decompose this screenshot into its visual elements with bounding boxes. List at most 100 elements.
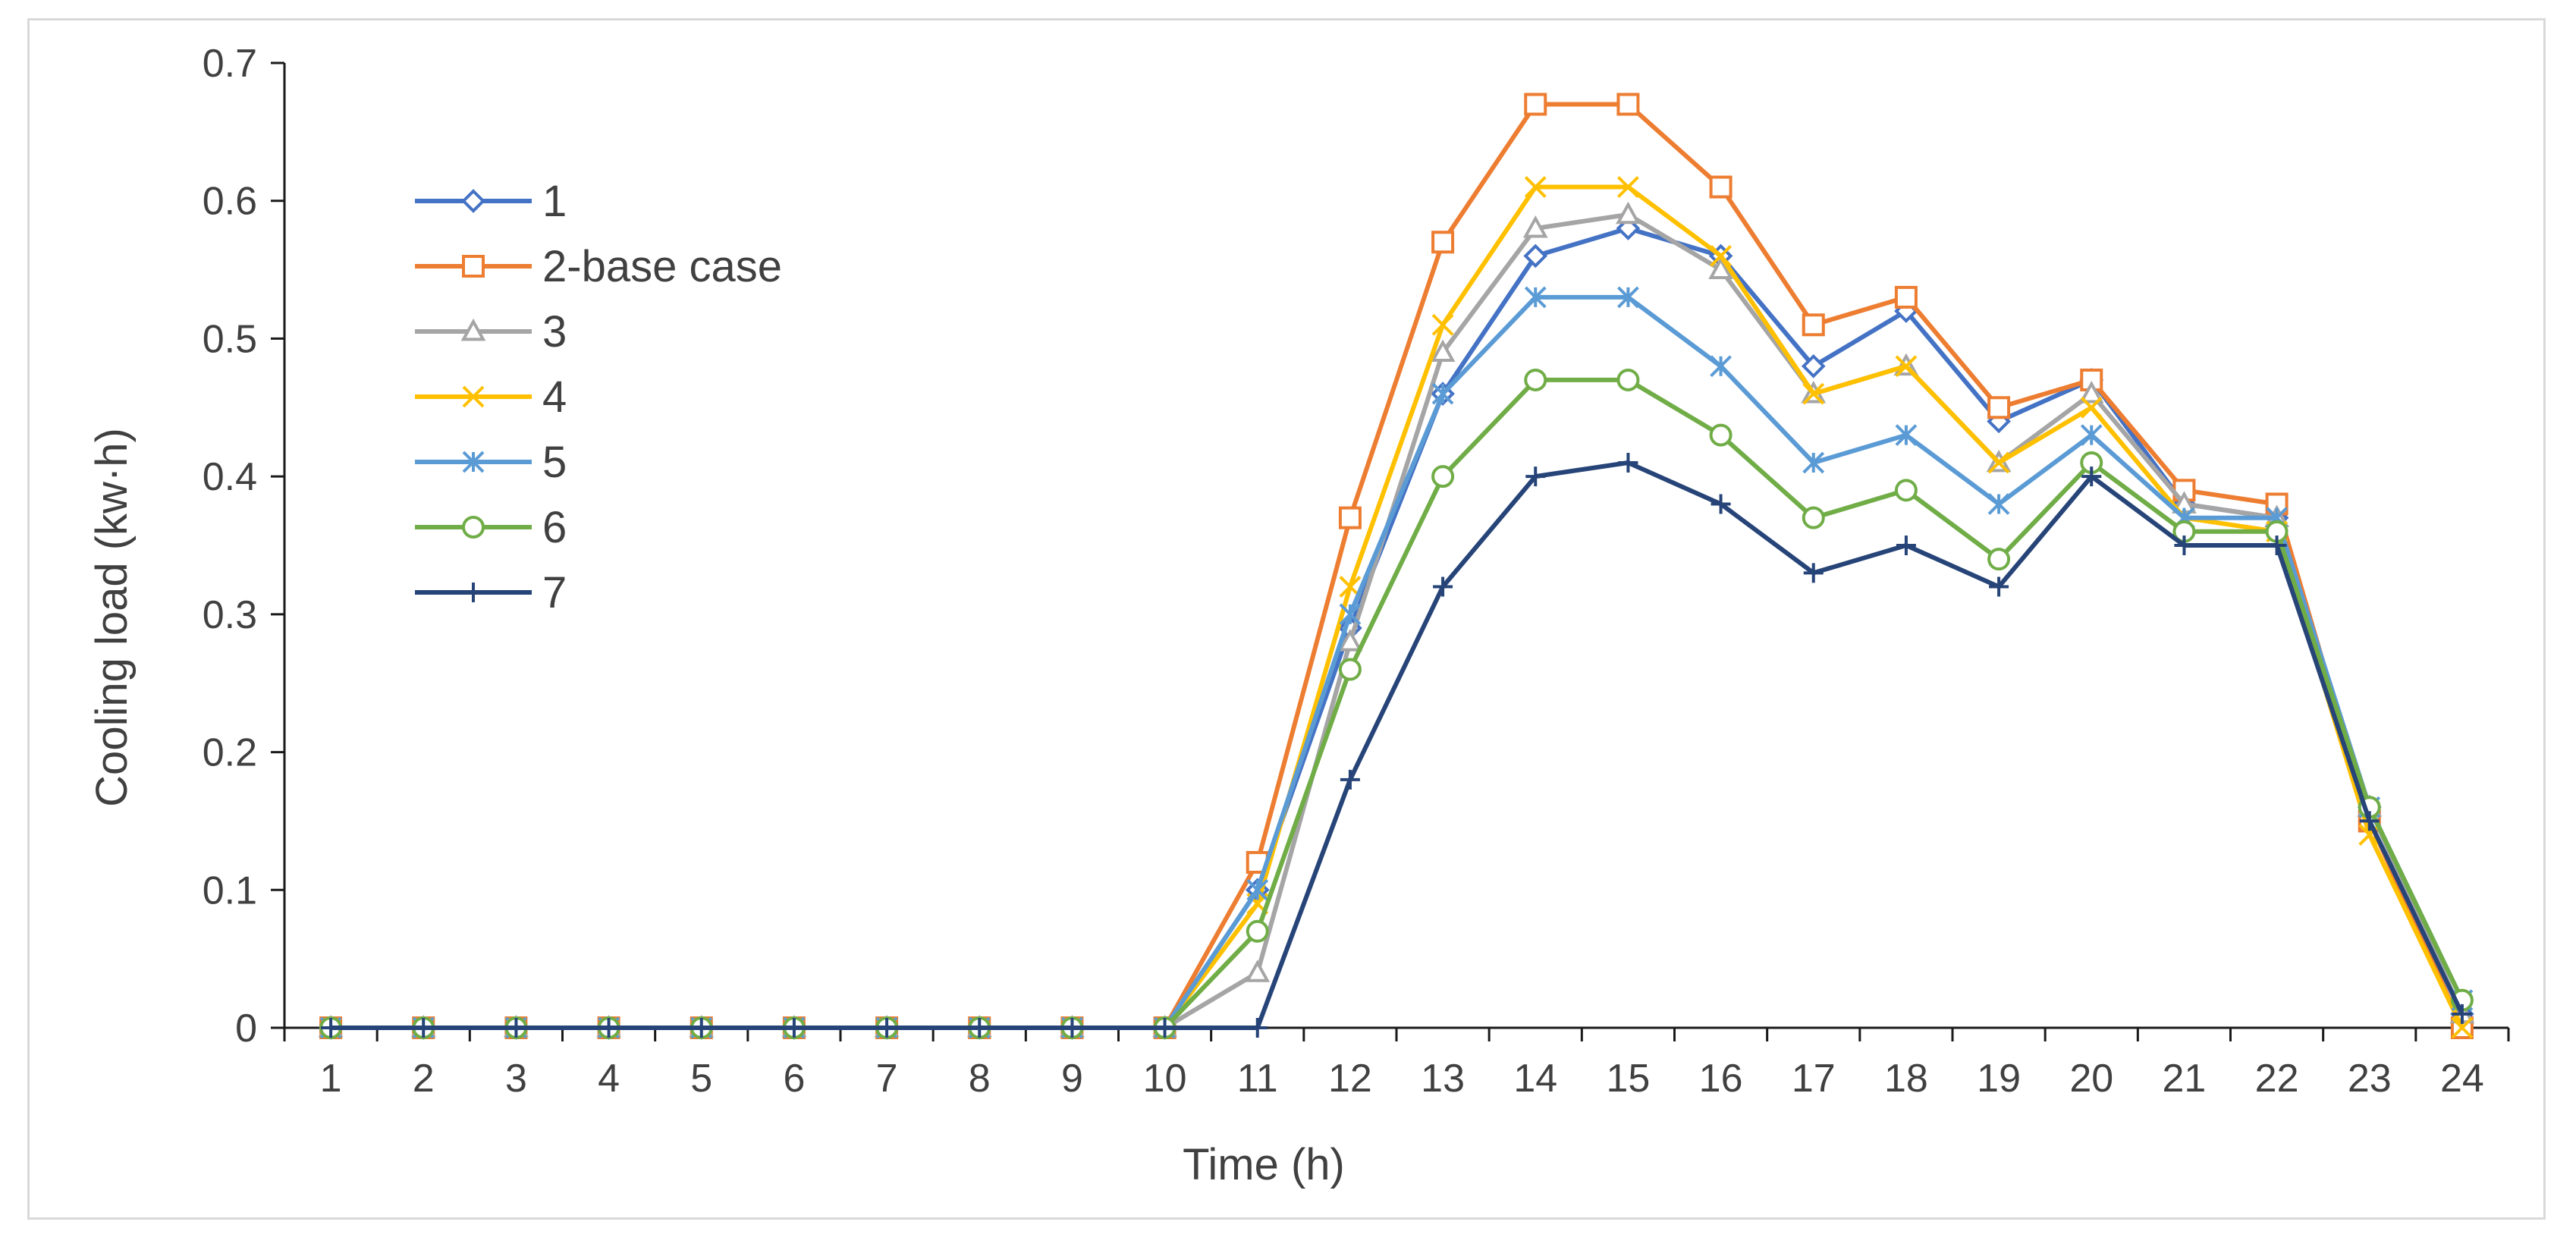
x-tick-label: 7 [876,1057,898,1101]
line-chart: 00.10.20.30.40.50.60.71 2 3 4 5 6 7 8 9 10 11 12 13 1… [87,42,2510,1189]
y-tick-label: 0.6 [203,180,257,224]
data-point [1616,201,1641,225]
legend-label: 4 [542,372,567,422]
series-line [331,184,2464,1030]
data-point [1338,506,1362,529]
data-point [1708,256,1733,279]
data-point [2267,536,2287,555]
data-point [969,1018,990,1038]
data-point [1987,493,2010,515]
data-point [1895,424,1918,447]
data-point [1523,243,1548,269]
legend-marker [462,255,485,278]
data-point [1062,1018,1082,1038]
y-tick-label: 0.7 [203,42,257,86]
series-2 [319,93,2474,1039]
data-point [1522,215,1548,238]
data-point [1802,506,1825,529]
data-point [1710,244,1732,267]
data-point [1617,286,1639,309]
data-point [2081,466,2102,487]
data-point [1802,451,1825,474]
data-point [1801,353,1826,378]
series-line [331,294,2464,1030]
x-tick-label: 21 [2162,1057,2206,1101]
legend-label: 5 [542,438,567,487]
data-point [1711,494,1731,514]
series-6 [319,368,2474,1039]
data-point [1709,175,1733,199]
x-tick-label: 5 [690,1057,712,1101]
data-point [1616,368,1640,391]
data-point [1894,479,1918,502]
data-point [2078,380,2104,404]
x-axis-title: Time (h) [1183,1140,1345,1189]
x-tick-label: 24 [2440,1057,2484,1101]
series-5 [319,286,2474,1039]
series-4 [319,176,2474,1039]
data-point [506,1018,526,1038]
series-line [331,212,2464,1030]
y-tick-label: 0.5 [203,317,257,361]
data-point [1802,382,1825,405]
data-point [2451,1016,2474,1039]
chart-frame: 0 0.1 0.2 0.3 0.4 0.5 0.6 0.7 1 2 3 4 5 6 7 8 9 10 11 12 13 1… [27,18,2546,1220]
x-tick-label: 17 [1792,1057,1836,1101]
x-tick-label: 6 [783,1057,805,1101]
x-tick-label: 9 [1061,1057,1083,1101]
x-tick-label: 20 [2069,1057,2113,1101]
data-point [1431,313,1454,336]
x-tick-label: 3 [505,1057,527,1101]
data-point [1987,451,2010,474]
data-point [1337,629,1363,652]
series-line [331,226,2464,1030]
data-point [784,1018,804,1038]
data-point [1989,576,2009,597]
data-point [1618,452,1638,473]
data-point [2080,396,2103,419]
y-tick-label: 0.3 [203,593,257,637]
legend-marker [462,516,485,539]
legend-label: 1 [542,177,567,226]
legend-label: 6 [542,503,567,552]
x-tick-label: 8 [969,1057,991,1101]
legend-label: 2-base case [542,242,782,291]
data-point [1524,93,1547,116]
legend-marker [462,451,485,473]
data-point [598,1018,619,1038]
data-point [1894,285,1918,309]
data-point [1431,382,1454,405]
legend: 1 2-base case 3 4 5 6 7 [415,177,782,617]
data-point [1433,576,1453,597]
data-point [1616,93,1640,116]
legend-item-3: 3 [415,307,567,357]
y-axis-title: Cooling load (kw·h) [87,428,137,807]
series-layer [318,93,2475,1040]
data-point [1431,231,1455,254]
data-point [1803,563,1824,583]
data-point [2358,824,2381,847]
data-point [1710,355,1732,378]
y-tick-label: 0.4 [203,455,257,499]
data-point [1525,466,1546,487]
x-tick-label: 10 [1143,1057,1187,1101]
series-line [331,377,2464,1030]
data-point [1340,769,1360,790]
x-tick-label: 12 [1328,1057,1372,1101]
y-tick-label: 0.1 [203,869,257,912]
data-point [1246,919,1269,943]
legend-label: 7 [542,568,567,617]
data-point [1430,339,1456,362]
series-line [331,460,2464,1030]
x-tick-label: 18 [1884,1057,1928,1101]
data-point [2174,536,2194,555]
data-point [1245,960,1271,982]
data-point [1431,465,1455,488]
legend-item-5: 5 [415,438,567,487]
data-point [1987,548,2011,571]
legend-marker [462,385,485,408]
data-point [1896,536,1916,555]
data-point [1617,176,1639,198]
data-point [1802,313,1825,337]
data-point [1339,603,1362,626]
